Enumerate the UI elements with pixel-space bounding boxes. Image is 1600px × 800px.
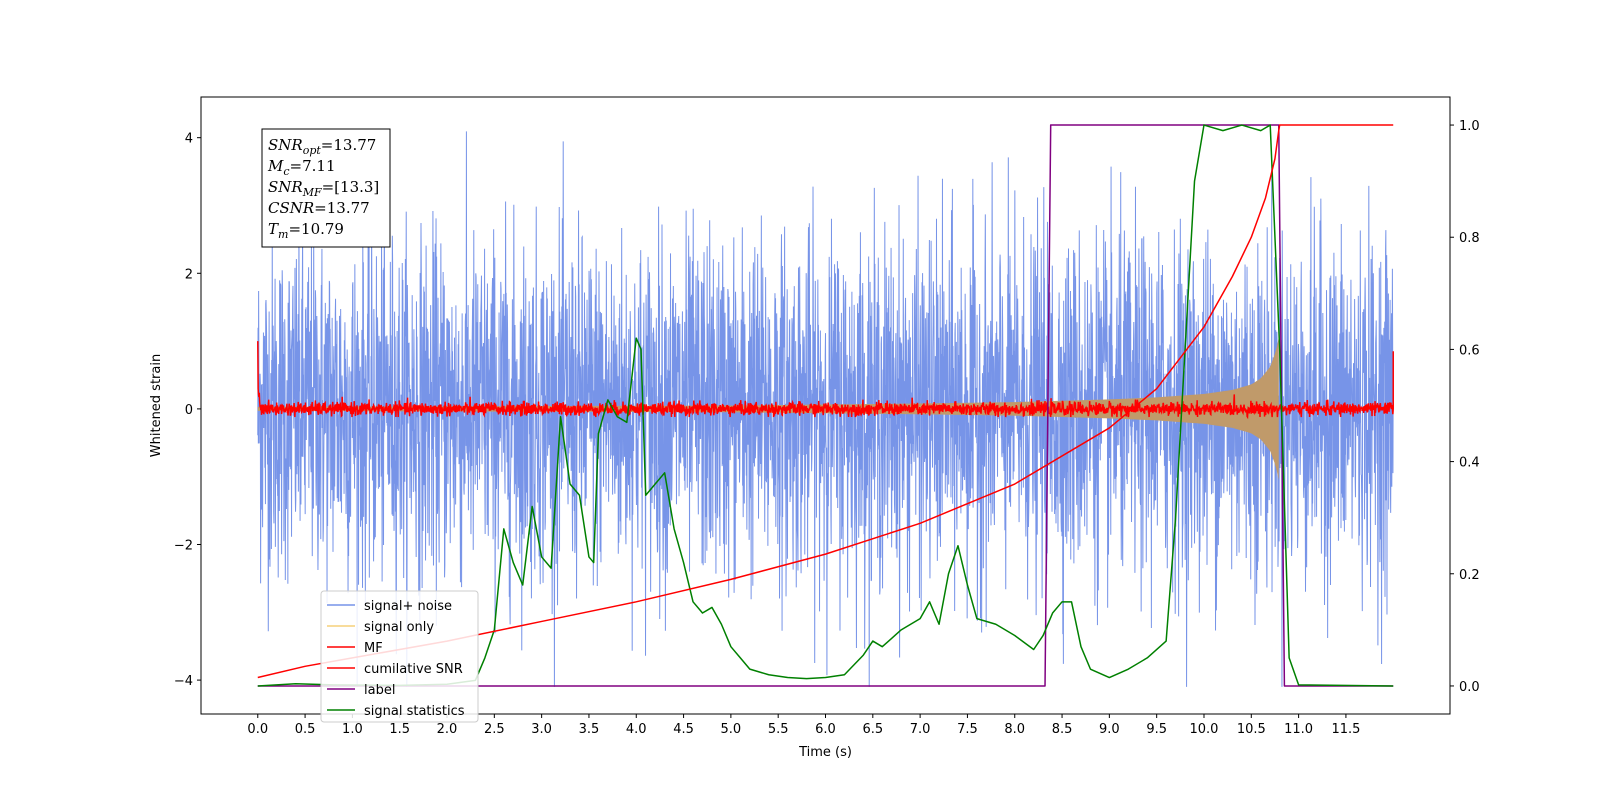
y2-tick-label: 0.4: [1459, 456, 1480, 471]
y-tick-label: 4: [185, 132, 193, 147]
x-tick-label: 7.0: [910, 722, 931, 737]
series-signal-statistics: [257, 124, 1394, 687]
y-tick-label: 0: [185, 403, 193, 418]
x-tick-label: 8.0: [1004, 722, 1025, 737]
legend-label: MF: [364, 641, 383, 656]
x-tick-label: 6.5: [862, 722, 883, 737]
series-label: [257, 124, 1394, 687]
x-tick-label: 10.5: [1237, 722, 1266, 737]
info-line: SNRopt=13.77: [268, 136, 376, 157]
y2-tick-label: 0.2: [1459, 568, 1480, 583]
legend-frame: [320, 590, 479, 723]
x-tick-label: 5.5: [768, 722, 789, 737]
info-line: Tm=10.79: [268, 220, 344, 241]
info-box: SNRopt=13.77Mc=7.11SNRMF=[13.3]CSNR=13.7…: [261, 128, 391, 248]
x-tick-label: 2.5: [484, 722, 505, 737]
info-line: SNRMF=[13.3]: [268, 178, 379, 199]
legend-label: signal+ noise: [364, 599, 452, 614]
x-tick-label: 9.5: [1146, 722, 1167, 737]
x-tick-label: 8.5: [1052, 722, 1073, 737]
plot-area: [257, 124, 1394, 687]
x-tick-label: 4.0: [626, 722, 647, 737]
y2-tick-label: 0.6: [1459, 343, 1480, 358]
y-tick-label: 2: [185, 267, 193, 282]
x-tick-label: 7.5: [957, 722, 978, 737]
info-box-frame: [261, 128, 391, 248]
series-cumulative-snr: [257, 124, 1394, 679]
x-tick-label: 4.5: [673, 722, 694, 737]
info-line: CSNR=13.77: [268, 199, 370, 217]
x-tick-label: 3.0: [531, 722, 552, 737]
x-tick-label: 1.0: [342, 722, 363, 737]
legend: signal+ noise signal only MF cumilative SNR…: [320, 590, 479, 723]
y2-tick-label: 0.8: [1459, 231, 1480, 246]
x-tick-label: 5.0: [721, 722, 742, 737]
x-axis-label: Time (s): [798, 745, 852, 760]
y-axis-label: Whitened strain: [149, 354, 164, 457]
x-tick-label: 6.0: [815, 722, 836, 737]
x-tick-label: 2.0: [437, 722, 458, 737]
legend-label: signal statistics: [364, 704, 465, 719]
info-line: Mc=7.11: [267, 157, 336, 178]
legend-label: label: [364, 683, 395, 698]
axes: 0.0 0.5 1.0 1.5 2.0 2.5 3.0 3.5 4.0 4.5 5.0 5.5 6.0 6…: [174, 119, 1480, 737]
legend-label: cumilative SNR: [364, 662, 463, 677]
x-tick-label: 11.0: [1284, 722, 1313, 737]
y-tick-label: −2: [174, 538, 193, 553]
series-mf: [257, 341, 1394, 420]
y2-tick-label: 1.0: [1459, 119, 1480, 134]
x-tick-label: 3.5: [579, 722, 600, 737]
x-tick-label: 9.0: [1099, 722, 1120, 737]
x-tick-label: 1.5: [389, 722, 410, 737]
x-tick-label: 10.0: [1190, 722, 1219, 737]
x-tick-label: 0.0: [247, 722, 268, 737]
y2-tick-label: 0.0: [1459, 680, 1480, 695]
x-tick-label: 0.5: [295, 722, 316, 737]
x-tick-label: 11.5: [1331, 722, 1360, 737]
legend-label: signal only: [364, 620, 434, 635]
y-tick-label: −4: [174, 674, 193, 689]
